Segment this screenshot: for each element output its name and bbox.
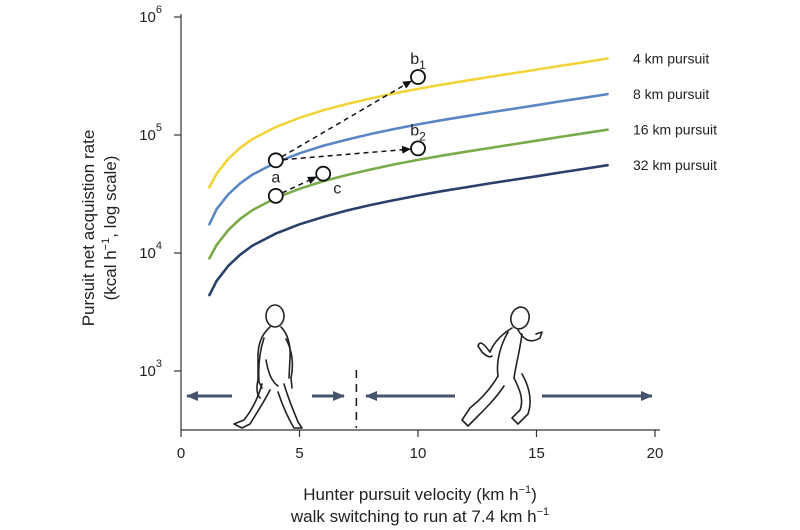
series-line-2 <box>208 92 609 226</box>
arrow-a-to-b1 <box>281 80 412 158</box>
x-axis-label: Hunter pursuit velocity (km h−1) <box>303 484 537 504</box>
point-b2 <box>410 140 426 157</box>
series-label-1: 4 km pursuit <box>633 50 709 66</box>
y-axis-label: Pursuit net acquistion rate <box>79 130 98 327</box>
x-ticks: 0 5 10 15 20 <box>177 430 664 462</box>
point-label-c: c <box>333 181 341 198</box>
series-label-3: 16 km pursuit <box>633 122 717 138</box>
point-label-b1: b1 <box>410 51 426 72</box>
x-tick-label: 20 <box>647 445 664 462</box>
point-a-16 <box>267 187 284 204</box>
walk-run-indicator <box>186 370 653 428</box>
series-line-4 <box>208 163 609 297</box>
series-label-4: 32 km pursuit <box>633 157 717 173</box>
series-group: 4 km pursuit 8 km pursuit 16 km pursuit 32 … <box>208 50 717 297</box>
series-line-1 <box>208 57 609 189</box>
point-c <box>315 165 332 182</box>
runner-figure <box>461 306 543 427</box>
y-tick-label: 103 <box>139 358 162 380</box>
arrow-a-16-to-c <box>281 176 317 194</box>
y-tick-label: 106 <box>139 4 162 26</box>
point-a <box>267 152 284 169</box>
point-b1 <box>410 69 426 85</box>
y-axis-label-line2: (kcal h−1, log scale) <box>100 156 120 301</box>
x-axis-label-line2: walk switching to run at 7.4 km h−1 <box>290 506 549 526</box>
point-label-a: a <box>271 169 280 186</box>
point-label-b2: b2 <box>410 122 426 143</box>
series-line-3 <box>208 128 609 260</box>
arrow-a-to-b2 <box>282 145 411 161</box>
y-ticks: 103 104 105 106 <box>139 4 181 380</box>
annotation-arrows <box>281 80 412 194</box>
x-tick-label: 10 <box>410 445 427 462</box>
series-label-2: 8 km pursuit <box>633 86 709 102</box>
x-tick-label: 15 <box>528 445 545 462</box>
y-tick-label: 105 <box>139 122 162 144</box>
x-tick-label: 5 <box>295 445 303 462</box>
x-tick-label: 0 <box>177 445 185 462</box>
annotation-points: a b1 b2 c <box>267 51 426 204</box>
y-tick-label: 104 <box>139 240 162 262</box>
walker-figure <box>233 304 303 429</box>
